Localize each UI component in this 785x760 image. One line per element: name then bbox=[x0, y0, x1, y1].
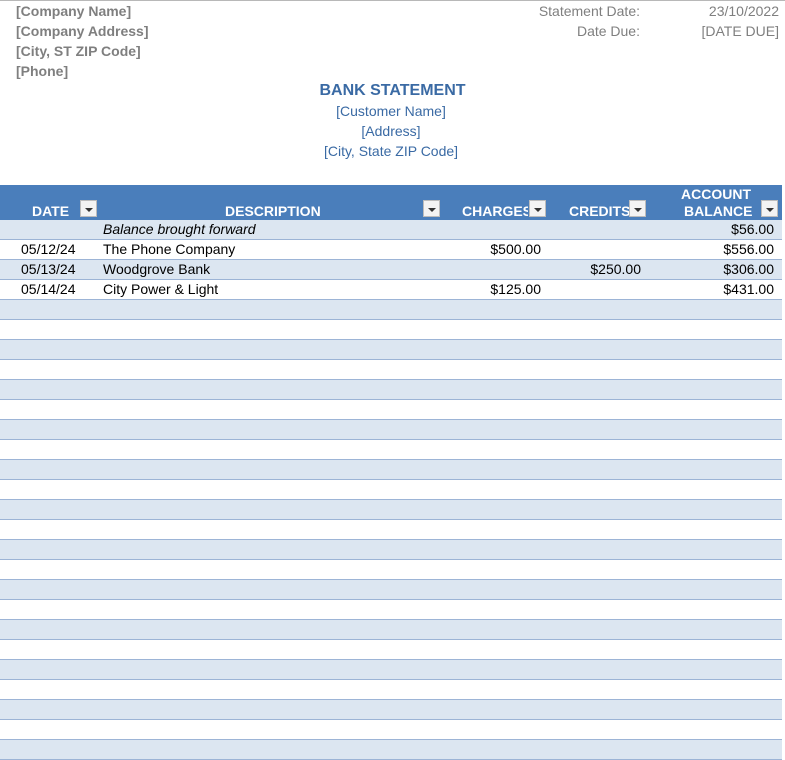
cell-description[interactable]: City Power & Light bbox=[103, 281, 219, 297]
empty-table-row[interactable] bbox=[0, 620, 782, 640]
customer-city[interactable]: [City, State ZIP Code] bbox=[323, 143, 459, 159]
cell-balance[interactable]: $306.00 bbox=[723, 261, 774, 277]
empty-table-row[interactable] bbox=[0, 380, 782, 400]
header-credits[interactable]: CREDITS bbox=[569, 203, 629, 219]
cell-balance[interactable]: $556.00 bbox=[723, 241, 774, 257]
statement-table: DATE DESCRIPTION CHARGES CREDITS ACCOUNT… bbox=[0, 185, 782, 760]
cell-credits[interactable]: $250.00 bbox=[590, 261, 641, 277]
empty-table-row[interactable] bbox=[0, 500, 782, 520]
empty-table-row[interactable] bbox=[0, 480, 782, 500]
empty-table-row[interactable] bbox=[0, 600, 782, 620]
cell-date[interactable]: 05/14/24 bbox=[21, 281, 76, 297]
empty-table-row[interactable] bbox=[0, 300, 782, 320]
cell-description[interactable]: Balance brought forward bbox=[103, 221, 256, 237]
description-filter-button[interactable] bbox=[423, 200, 440, 217]
empty-table-row[interactable] bbox=[0, 740, 782, 760]
cell-charges[interactable]: $125.00 bbox=[490, 281, 541, 297]
empty-table-row[interactable] bbox=[0, 680, 782, 700]
date-due-value[interactable]: [DATE DUE] bbox=[701, 23, 779, 39]
empty-table-row[interactable] bbox=[0, 440, 782, 460]
table-row[interactable]: 05/13/24 Woodgrove Bank $250.00 $306.00 bbox=[0, 260, 782, 280]
header-charges[interactable]: CHARGES bbox=[462, 203, 528, 219]
empty-table-row[interactable] bbox=[0, 540, 782, 560]
company-name[interactable]: [Company Name] bbox=[16, 3, 132, 19]
empty-table-row[interactable] bbox=[0, 660, 782, 680]
cell-date[interactable]: 05/13/24 bbox=[21, 261, 76, 277]
empty-table-row[interactable] bbox=[0, 420, 782, 440]
table-row[interactable]: 05/14/24 City Power & Light $125.00 $431.00 bbox=[0, 280, 782, 300]
cell-balance[interactable]: $431.00 bbox=[723, 281, 774, 297]
header-balance-line2[interactable]: BALANCE bbox=[684, 203, 753, 219]
company-city[interactable]: [City, ST ZIP Code] bbox=[16, 43, 141, 59]
company-address[interactable]: [Company Address] bbox=[16, 23, 149, 39]
empty-table-row[interactable] bbox=[0, 460, 782, 480]
header-balance-line1[interactable]: ACCOUNT bbox=[681, 186, 751, 202]
empty-table-row[interactable] bbox=[0, 700, 782, 720]
cell-balance[interactable]: $56.00 bbox=[731, 221, 774, 237]
cell-charges[interactable]: $500.00 bbox=[490, 241, 541, 257]
empty-table-row[interactable] bbox=[0, 340, 782, 360]
top-border bbox=[0, 0, 785, 1]
page-title[interactable]: BANK STATEMENT bbox=[319, 82, 466, 99]
statement-date-label: Statement Date: bbox=[538, 3, 640, 19]
empty-table-row[interactable] bbox=[0, 560, 782, 580]
date-due-label: Date Due: bbox=[576, 23, 640, 39]
customer-address[interactable]: [Address] bbox=[361, 123, 421, 139]
empty-table-row[interactable] bbox=[0, 520, 782, 540]
cell-description[interactable]: The Phone Company bbox=[103, 241, 236, 257]
header-description[interactable]: DESCRIPTION bbox=[225, 203, 321, 219]
header-date[interactable]: DATE bbox=[32, 203, 70, 219]
cell-date[interactable]: 05/12/24 bbox=[21, 241, 76, 257]
empty-table-row[interactable] bbox=[0, 640, 782, 660]
company-phone[interactable]: [Phone] bbox=[16, 63, 69, 79]
table-body: Balance brought forward $56.00 05/12/24 The… bbox=[0, 220, 782, 760]
empty-table-row[interactable] bbox=[0, 580, 782, 600]
sheet-edge bbox=[782, 185, 785, 748]
empty-table-row[interactable] bbox=[0, 360, 782, 380]
table-row[interactable]: Balance brought forward $56.00 bbox=[0, 220, 782, 240]
statement-date-value[interactable]: 23/10/2022 bbox=[708, 3, 779, 19]
table-header: DATE DESCRIPTION CHARGES CREDITS ACCOUNT… bbox=[0, 185, 782, 220]
empty-table-row[interactable] bbox=[0, 320, 782, 340]
balance-filter-button[interactable] bbox=[761, 200, 778, 217]
empty-table-row[interactable] bbox=[0, 720, 782, 740]
credits-filter-button[interactable] bbox=[629, 200, 646, 217]
empty-table-row[interactable] bbox=[0, 400, 782, 420]
company-info: [Company Name] [Company Address] [City, … bbox=[16, 3, 149, 83]
customer-name[interactable]: [Customer Name] bbox=[336, 103, 446, 119]
charges-filter-button[interactable] bbox=[529, 200, 546, 217]
date-filter-button[interactable] bbox=[80, 200, 97, 217]
table-row[interactable]: 05/12/24 The Phone Company $500.00 $556.00 bbox=[0, 240, 782, 260]
cell-description[interactable]: Woodgrove Bank bbox=[103, 261, 211, 277]
